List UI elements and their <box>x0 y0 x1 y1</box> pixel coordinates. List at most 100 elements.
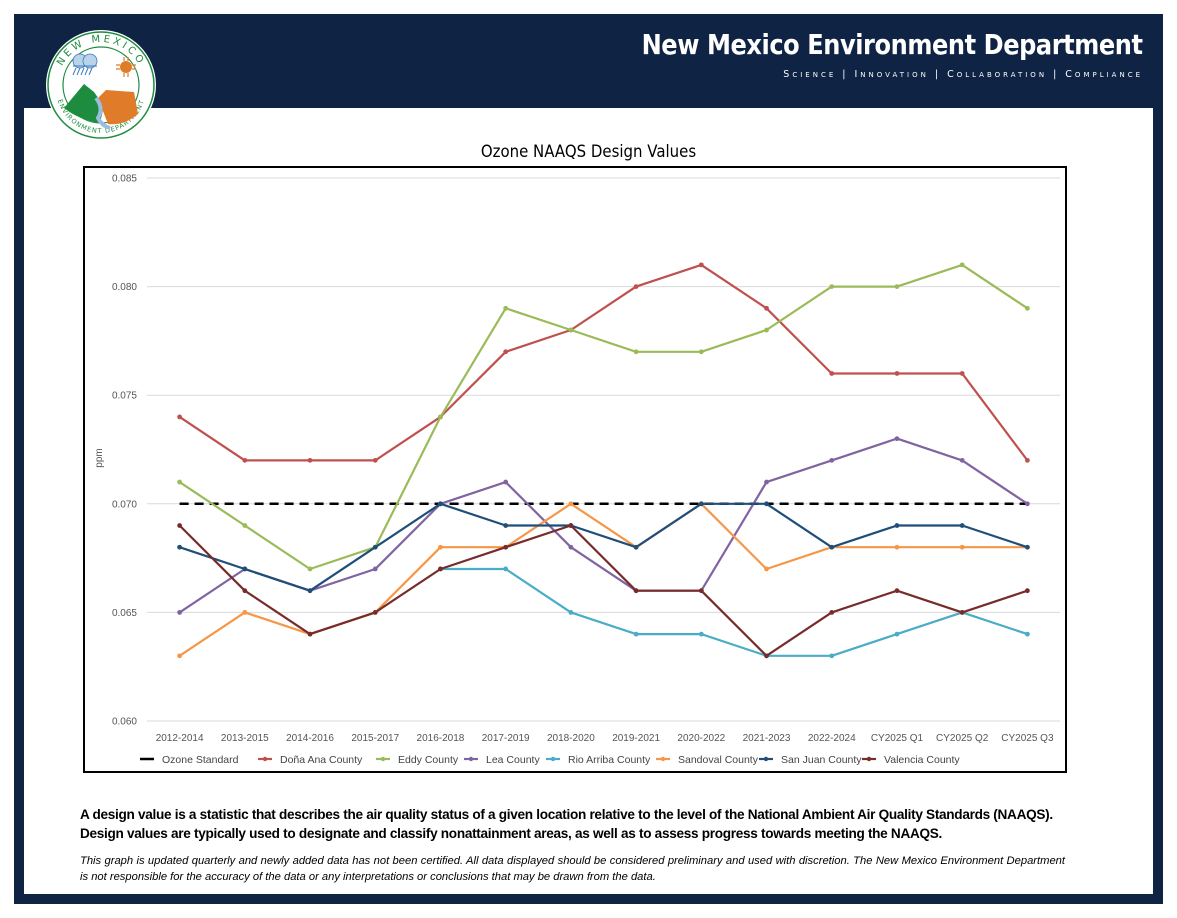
series-rio-arriba-county <box>438 566 1030 659</box>
series-line <box>178 437 1029 614</box>
data-point <box>894 588 900 594</box>
legend-label: Ozone Standard <box>162 754 239 766</box>
data-point <box>177 523 183 528</box>
chart-legend: Ozone Standard Doña Ana County Eddy County… <box>140 754 960 766</box>
x-tick-label: 2012-2014 <box>156 733 204 744</box>
legend-label: Eddy County <box>398 754 459 766</box>
header-tagline: Science | Innovation | Collaboration | C… <box>783 69 1143 80</box>
data-point <box>503 349 509 355</box>
x-axis-ticks: 2012-2014 2013-2015 2014-2016 2015-2017 2016… <box>156 733 1054 744</box>
series-line <box>178 524 1028 657</box>
data-point <box>1024 631 1030 637</box>
data-point <box>829 544 835 550</box>
data-point <box>633 349 639 355</box>
data-point <box>894 284 900 289</box>
legend-marker <box>468 756 474 762</box>
data-point <box>503 566 509 572</box>
y-tick-label: 0.060 <box>112 717 137 728</box>
x-tick-label: 2014-2016 <box>286 733 334 744</box>
data-point <box>764 305 769 311</box>
data-point <box>372 457 378 463</box>
data-point <box>503 479 509 485</box>
data-point <box>177 610 183 615</box>
data-point <box>894 523 900 528</box>
data-point <box>764 501 769 507</box>
data-point <box>242 457 248 463</box>
x-tick-label: 2017-2019 <box>482 733 530 744</box>
data-point <box>307 631 313 637</box>
disclaimer: This graph is updated quarterly and newl… <box>80 855 1065 883</box>
data-point <box>829 457 835 463</box>
data-point <box>633 631 639 637</box>
gridlines <box>147 177 1060 722</box>
data-point <box>372 610 378 615</box>
data-point <box>242 566 248 572</box>
line-chart: 0.060 0.065 0.070 0.075 0.080 0.085 ppm 2012-… <box>94 174 1060 766</box>
river-icon <box>94 96 111 130</box>
data-point <box>438 566 443 572</box>
cloud-rain-icon <box>72 53 98 76</box>
data-point <box>242 588 248 594</box>
legend-label: Sandoval County <box>678 754 759 766</box>
legend-item: Sandoval County <box>656 754 759 766</box>
data-point <box>438 501 443 507</box>
chart-title: Ozone NAAQS Design Values <box>480 142 697 162</box>
data-point <box>764 327 769 333</box>
nmed-logo: NEW MEXICO ENVIRONMENT DEPARTMENT <box>46 30 156 140</box>
legend-item: Eddy County <box>376 754 459 766</box>
data-point <box>829 371 835 376</box>
data-point <box>698 349 704 355</box>
data-point <box>829 610 835 615</box>
data-point <box>698 262 704 268</box>
data-point <box>307 566 313 572</box>
mesa-icon <box>98 90 138 125</box>
data-point <box>894 371 900 376</box>
data-point <box>1024 305 1030 311</box>
series-valencia-county <box>177 523 1030 659</box>
x-tick-label: 2021-2023 <box>743 733 791 744</box>
data-point <box>633 284 639 289</box>
legend-marker <box>866 756 872 762</box>
data-point <box>894 544 900 550</box>
series-line <box>178 263 1029 571</box>
data-point <box>1024 588 1030 594</box>
x-tick-label: 2020-2022 <box>677 733 725 744</box>
legend-marker <box>380 756 386 762</box>
data-point <box>764 653 769 659</box>
data-point <box>177 544 183 550</box>
y-axis-label: ppm <box>94 448 105 467</box>
data-point <box>959 523 965 528</box>
data-point <box>372 544 378 550</box>
legend-item: Ozone Standard <box>140 754 239 766</box>
legend-marker <box>763 756 769 762</box>
data-point <box>698 631 704 637</box>
legend-item: Rio Arriba County <box>546 754 651 766</box>
legend-label: Valencia County <box>884 754 960 766</box>
x-tick-label: 2015-2017 <box>351 733 399 744</box>
y-tick-label: 0.065 <box>112 608 137 619</box>
data-point <box>894 631 900 637</box>
data-point <box>698 588 704 594</box>
y-tick-label: 0.070 <box>112 499 137 510</box>
x-tick-label: CY2025 Q3 <box>1001 733 1054 744</box>
legend-item: San Juan County <box>759 754 862 766</box>
legend-marker <box>660 756 666 762</box>
legend-label: Doña Ana County <box>280 754 363 766</box>
data-point <box>829 653 835 659</box>
data-point <box>372 566 378 572</box>
data-point <box>177 653 183 659</box>
series-line <box>440 567 1028 657</box>
data-point <box>959 457 965 463</box>
series-line <box>179 502 1028 592</box>
data-point <box>1024 457 1030 463</box>
legend-label: Rio Arriba County <box>568 754 651 766</box>
legend-label: San Juan County <box>781 754 862 766</box>
y-axis-ticks: 0.060 0.065 0.070 0.075 0.080 0.085 <box>112 174 137 728</box>
x-tick-label: CY2025 Q1 <box>871 733 924 744</box>
logo-ring <box>47 31 155 139</box>
y-tick-label: 0.075 <box>112 391 137 402</box>
design-value-description: A design value is a statistic that descr… <box>80 807 1053 841</box>
data-point <box>568 544 574 550</box>
x-tick-label: 2019-2021 <box>612 733 660 744</box>
y-tick-label: 0.080 <box>112 282 137 293</box>
